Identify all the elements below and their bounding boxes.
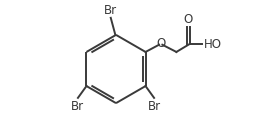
Text: Br: Br — [104, 4, 117, 17]
Text: HO: HO — [204, 38, 222, 51]
Text: O: O — [156, 37, 165, 50]
Text: Br: Br — [148, 100, 161, 113]
Text: O: O — [184, 13, 193, 26]
Text: Br: Br — [71, 100, 84, 113]
